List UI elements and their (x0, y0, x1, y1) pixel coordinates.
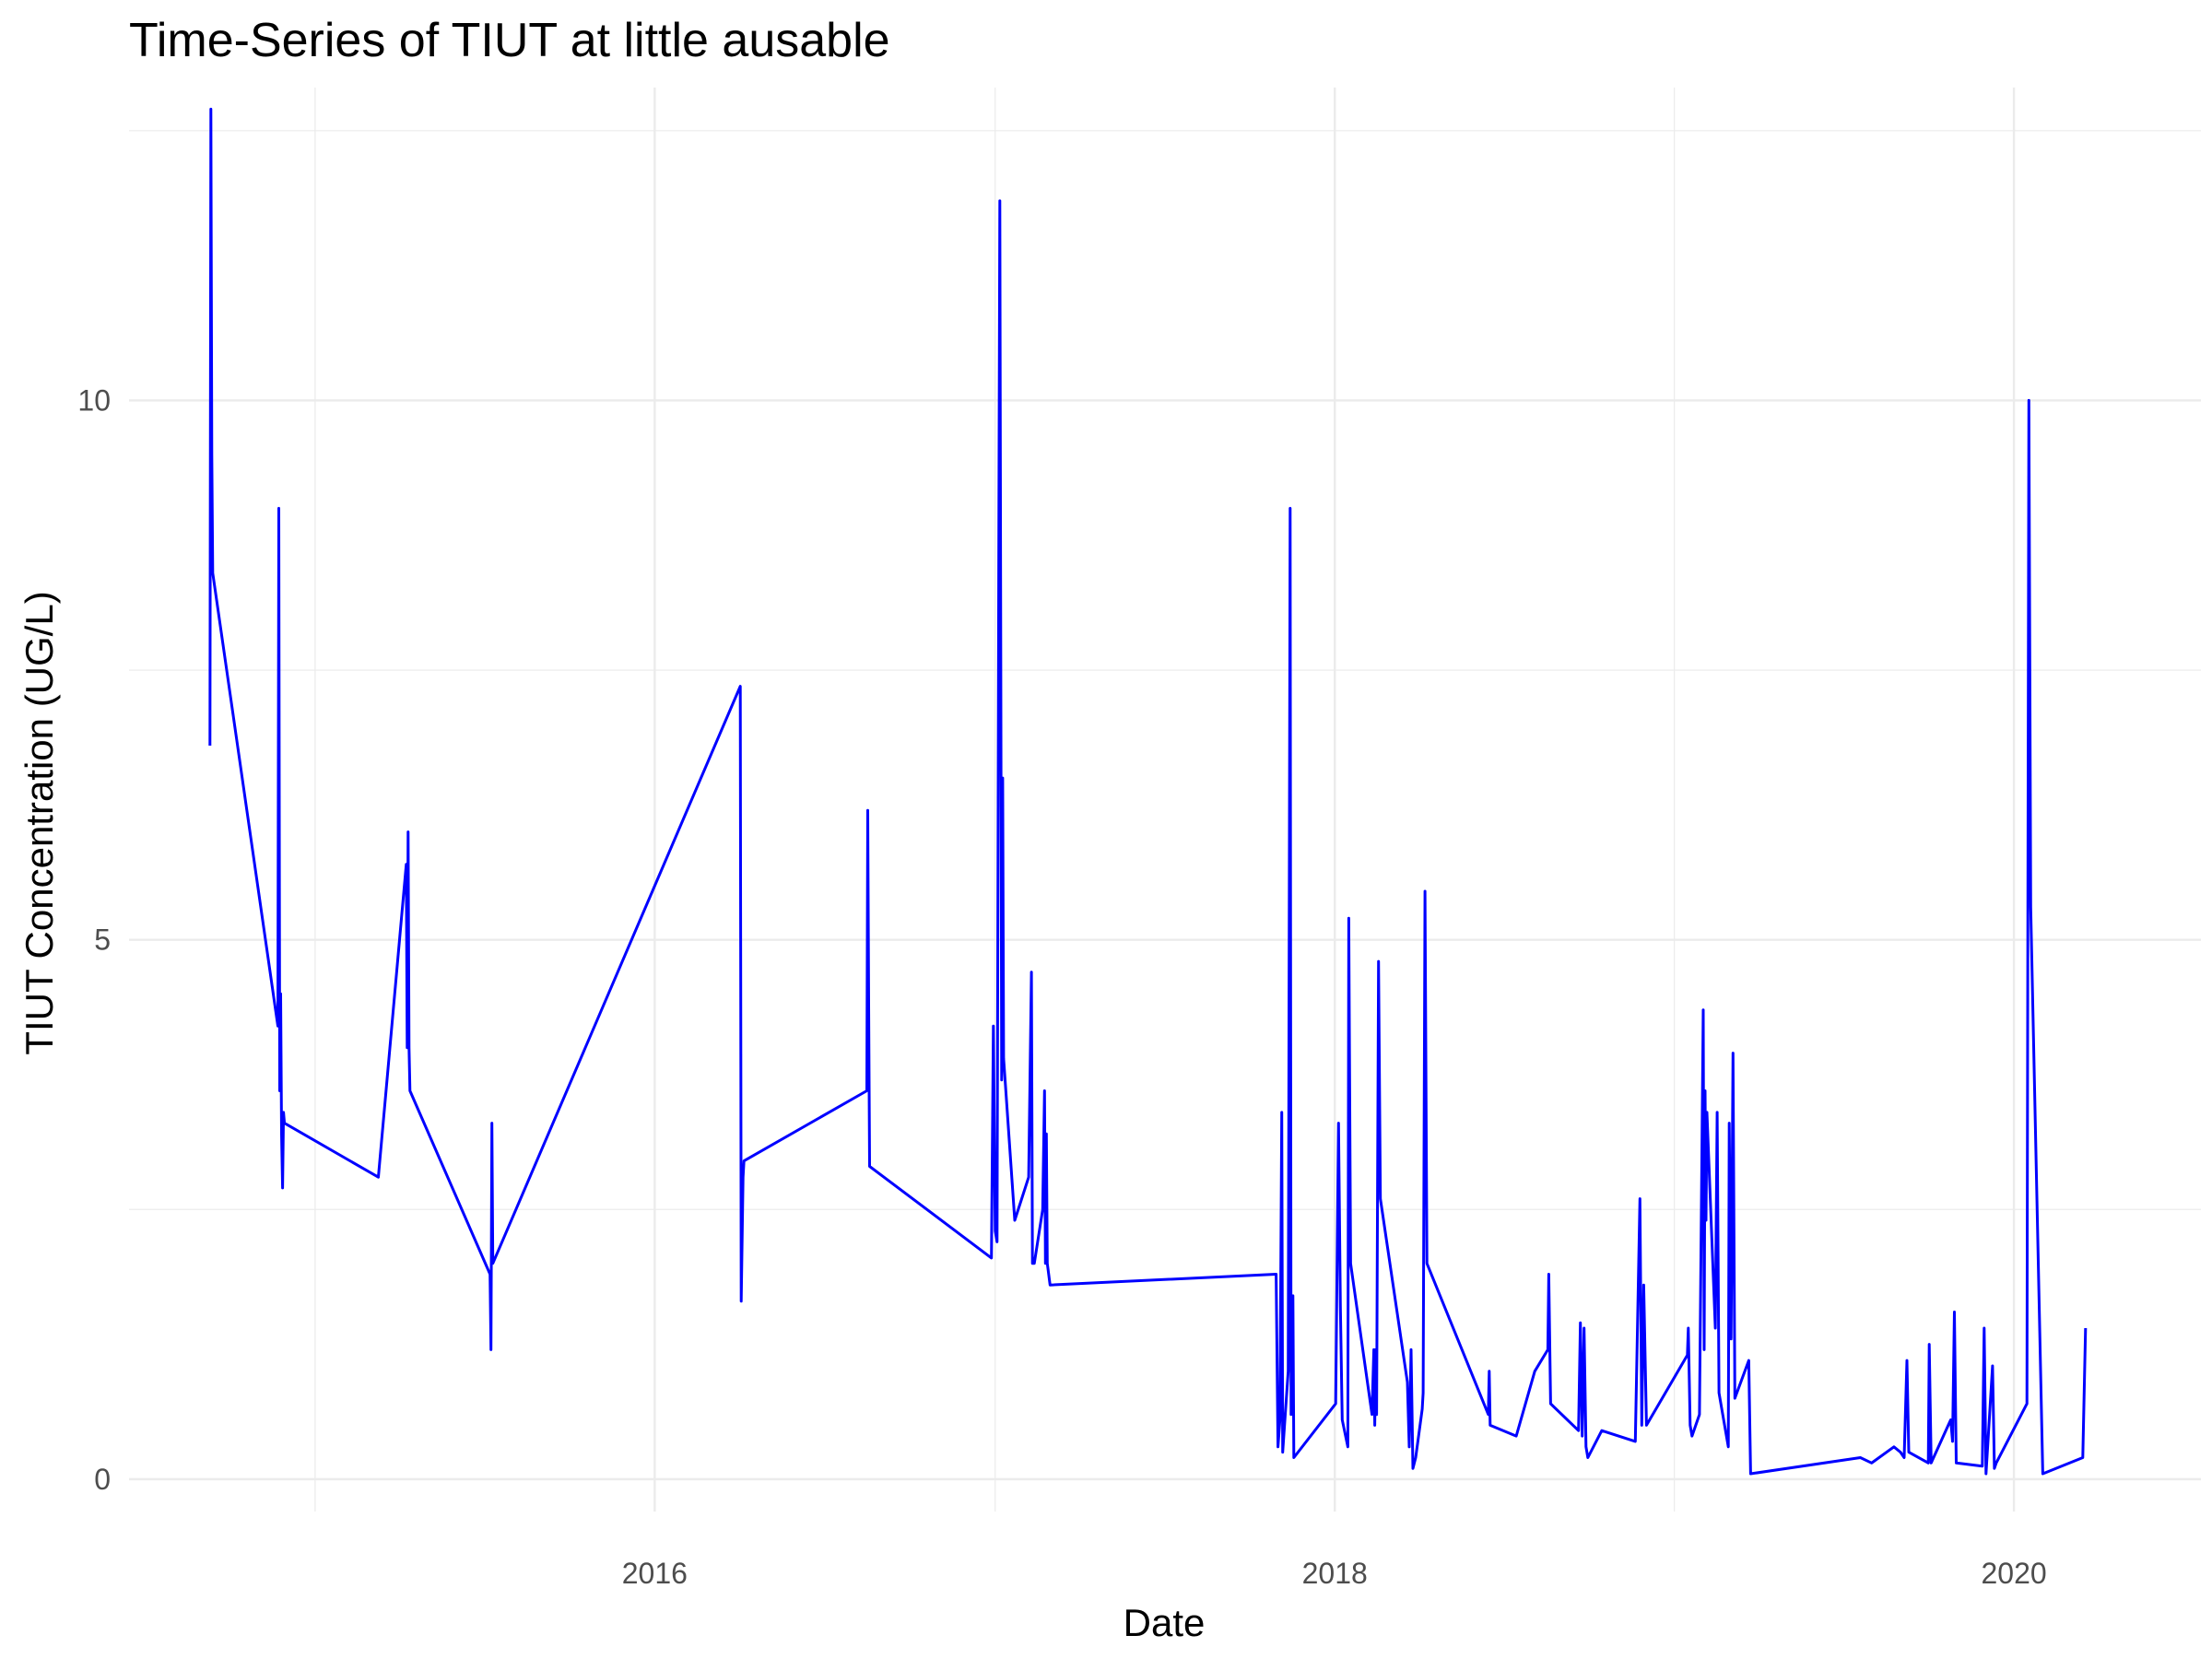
y-tick-label: 10 (77, 383, 111, 417)
minor-gridlines (129, 88, 2201, 1512)
x-axis-title: Date (1124, 1601, 1206, 1644)
y-tick-label: 0 (94, 1463, 111, 1496)
x-axis-ticks: 2016 2018 2020 (622, 1557, 2047, 1590)
chart-title: Time-Series of TIUT at little ausable (129, 14, 890, 67)
major-gridlines (129, 88, 2201, 1512)
y-tick-label: 5 (94, 924, 111, 957)
y-axis-title: TIUT Concentration (UG/L) (18, 591, 61, 1054)
x-tick-label: 2016 (622, 1557, 688, 1590)
series-layer (208, 107, 2088, 1476)
y-axis-ticks: 0 5 10 (77, 383, 111, 1495)
x-tick-label: 2020 (1982, 1557, 2047, 1590)
series-line (208, 107, 2088, 1476)
x-tick-label: 2018 (1302, 1557, 1368, 1590)
